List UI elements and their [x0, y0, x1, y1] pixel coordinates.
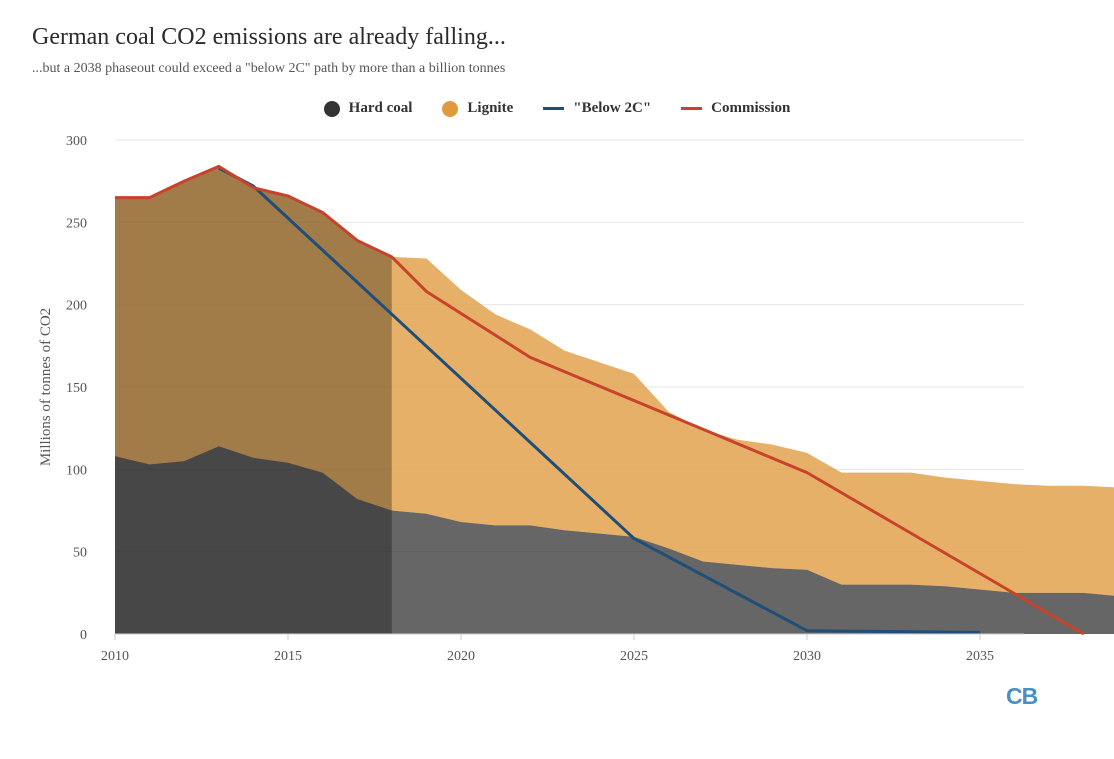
legend-item-below-2c[interactable]: "Below 2C": [543, 100, 651, 117]
x-tick-label: 2020: [447, 649, 475, 664]
line-series: [115, 164, 1085, 636]
commission-swatch: [681, 107, 703, 110]
lignite-swatch: [442, 100, 459, 117]
area-series: [115, 167, 1114, 634]
hard-coal-area: [115, 446, 1114, 634]
commission-line: [115, 164, 1085, 636]
legend-item-lignite[interactable]: Lignite: [442, 100, 513, 117]
legend-item-hard-coal[interactable]: Hard coal: [323, 100, 413, 117]
y-tick-label: 200: [66, 299, 87, 314]
legend-label-below-2c: "Below 2C": [573, 100, 652, 116]
x-tick-label: 2010: [101, 649, 129, 664]
y-tick-label: 250: [66, 216, 87, 231]
hard-coal-swatch: [323, 100, 340, 117]
y-axis-title: Millions of tonnes of CO2: [38, 308, 54, 466]
chart-subtitle: ...but a 2038 phaseout could exceed a "b…: [32, 61, 506, 76]
legend-label-commission: Commission: [711, 100, 791, 116]
x-tick-label: 2015: [274, 649, 302, 664]
chart-legend: Hard coal Lignite "Below 2C" Commission: [0, 100, 1114, 117]
legend-item-commission[interactable]: Commission: [681, 100, 790, 117]
y-tick-label: 50: [73, 546, 87, 561]
carbon-brief-logo: CB: [1006, 683, 1038, 709]
lignite-area: [115, 167, 1114, 596]
y-tick-label: 0: [80, 628, 87, 643]
y-tick-label: 300: [66, 134, 87, 149]
x-tick-label: 2030: [793, 649, 821, 664]
historical-shade: [115, 167, 392, 634]
legend-label-lignite: Lignite: [467, 100, 514, 116]
y-tick-label: 150: [66, 381, 87, 396]
y-tick-label: 100: [66, 463, 87, 478]
chart-title: German coal CO2 emissions are already fa…: [32, 24, 506, 50]
x-tick-label: 2025: [620, 649, 648, 664]
historical-shade-region: [115, 167, 392, 634]
axes: 0 50 100 150 200 250 300 2010 2015 2020 2025 2030 20…: [66, 134, 1024, 664]
x-tick-label: 2035: [966, 649, 994, 664]
legend-label-hard-coal: Hard coal: [348, 100, 413, 116]
below-2c-swatch: [543, 107, 565, 110]
